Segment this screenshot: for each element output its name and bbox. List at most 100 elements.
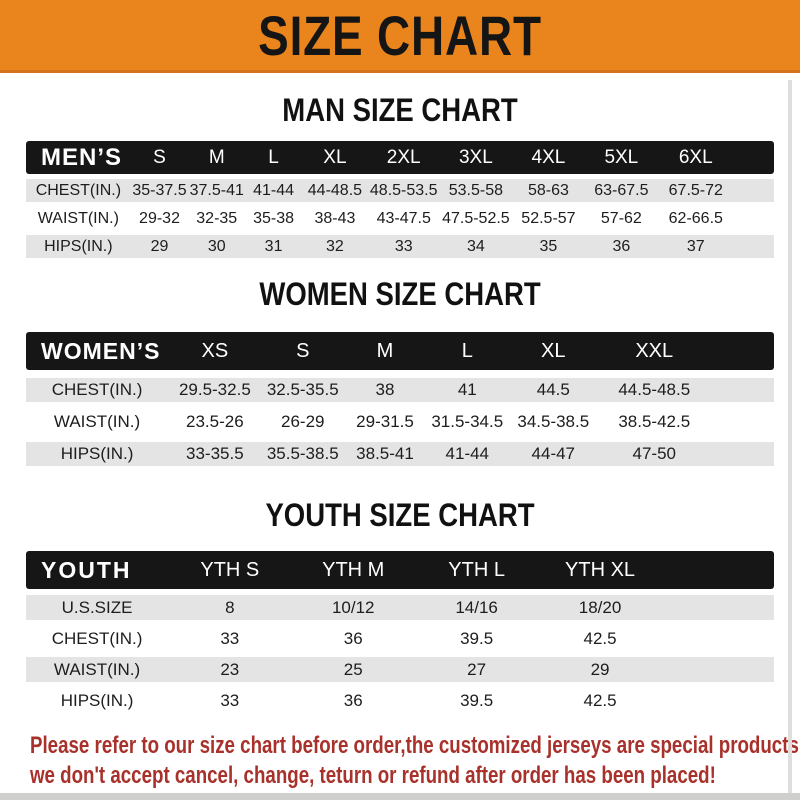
value-cell: 41-44 [426,442,509,466]
value-cell: 14/16 [414,595,539,620]
page-title: SIZE CHART [258,3,542,67]
value-cell: 36 [343,628,363,648]
column-header: XL [302,141,368,174]
youth-section-title: YOUTH SIZE CHART [265,497,535,533]
disclaimer-line-2: we don't accept cancel, change, teturn o… [30,762,716,789]
value-cell: 23 [168,657,292,682]
column-header: XL [508,332,599,370]
value-cell: 38.5-41 [343,442,427,466]
bottom-edge-artifact [0,793,800,800]
value-cell: 35 [512,235,585,258]
disclaimer: Please refer to our size chart before or… [30,731,800,791]
value-cell: 44.5-48.5 [598,378,711,402]
value-cell: 36 [343,690,363,710]
column-header: M [343,332,427,370]
value-cell: 30 [188,235,246,258]
value-cell: 42.5 [583,690,617,710]
table-header-row: WOMEN’S XS S M L XL XXL [26,332,774,370]
value-cell: 44-47 [508,442,599,466]
mens-size-table: MEN’S S M L XL 2XL 3XL 4XL 5XL 6XL CHEST(IN.) 35-37… [26,136,774,263]
value-cell: 32.5-35.5 [261,378,344,402]
value-cell: 62-66.5 [668,209,723,227]
row-filler [733,235,774,258]
table-row: CHEST(IN.) 33 36 39.5 42.5 [26,626,774,651]
table-row: HIPS(IN.) 33 36 39.5 42.5 [26,688,774,713]
value-cell: 37 [658,235,734,258]
banner: SIZE CHART [0,0,800,73]
value-cell: 29.5-32.5 [168,378,262,402]
value-cell: 29 [130,235,189,258]
header-filler [710,332,774,370]
value-cell: 10/12 [291,595,415,620]
table-header-row: YOUTH YTH S YTH M YTH L YTH XL [26,551,774,589]
right-edge-artifact [788,80,792,793]
value-cell: 38-43 [314,209,356,227]
value-cell: 44-48.5 [302,179,368,202]
value-cell: 53.5-58 [439,179,513,202]
row-label: CHEST(IN.) [26,378,169,402]
value-cell: 27 [414,657,539,682]
youth-size-table: YOUTH YTH S YTH M YTH L YTH XL U.S.SIZE 8 10/12… [26,545,774,719]
value-cell: 32 [302,235,368,258]
value-cell: 35.5-38.5 [261,442,344,466]
column-header: 4XL [512,141,585,174]
row-filler [710,410,774,434]
value-cell: 34 [439,235,513,258]
value-cell: 26-29 [281,412,325,431]
value-cell: 48.5-53.5 [367,179,440,202]
value-cell: 18/20 [538,595,662,620]
value-cell: 33 [220,628,240,648]
value-cell: 33 [220,690,240,710]
column-header: 6XL [658,141,734,174]
row-filler [734,207,774,230]
row-label: HIPS(IN.) [26,235,131,258]
value-cell: 38 [343,378,427,402]
table-row: CHEST(IN.) 29.5-32.5 32.5-35.5 38 41 44.5 44.5… [26,378,774,402]
row-label: U.S.SIZE [26,595,169,620]
value-cell: 63-67.5 [584,179,658,202]
row-label: HIPS(IN.) [26,442,169,466]
row-label: CHEST(IN.) [26,179,131,202]
value-cell: 58-63 [512,179,585,202]
column-header: YTH XL [538,551,662,589]
value-cell: 44.5 [508,378,599,402]
table-row: HIPS(IN.) 33-35.5 35.5-38.5 38.5-41 41-44 44-… [26,442,774,466]
value-cell: 37.5-41 [188,179,246,202]
header-filler [733,141,774,174]
row-filler [662,626,774,651]
header-filler [661,551,774,589]
column-header: XXL [598,332,711,370]
value-cell: 47-50 [598,442,711,466]
value-cell: 8 [168,595,292,620]
value-cell: 32-35 [196,209,238,227]
table-group-label: YOUTH [26,551,169,589]
value-cell: 67.5-72 [658,179,734,202]
row-filler [661,657,774,682]
value-cell: 57-62 [600,209,642,227]
value-cell: 36 [584,235,658,258]
women-size-section: WOMEN SIZE CHART WOMEN’S XS S M L XL XXL CHEST(… [0,277,800,474]
row-label: CHEST(IN.) [51,628,143,648]
value-cell: 39.5 [460,628,494,648]
value-cell: 33-35.5 [168,442,262,466]
row-label: WAIST(IN.) [26,657,169,682]
column-header: YTH L [414,551,539,589]
table-row: U.S.SIZE 8 10/12 14/16 18/20 [26,595,774,620]
value-cell: 35-38 [253,209,295,227]
women-section-title: WOMEN SIZE CHART [259,276,541,312]
value-cell: 29-32 [139,209,180,227]
men-section-title: MAN SIZE CHART [282,92,518,128]
column-header: S [261,332,344,370]
column-header: 5XL [584,141,658,174]
value-cell: 31.5-34.5 [431,412,504,431]
men-size-section: MAN SIZE CHART MEN’S S M L XL 2XL 3XL 4XL 5XL 6XL… [0,93,800,263]
column-header: L [245,141,302,174]
row-filler [710,378,774,402]
row-filler [710,442,774,466]
value-cell: 31 [245,235,302,258]
value-cell: 39.5 [460,690,494,710]
disclaimer-line-1: Please refer to our size chart before or… [30,732,800,759]
value-cell: 33 [367,235,440,258]
row-filler [661,595,774,620]
